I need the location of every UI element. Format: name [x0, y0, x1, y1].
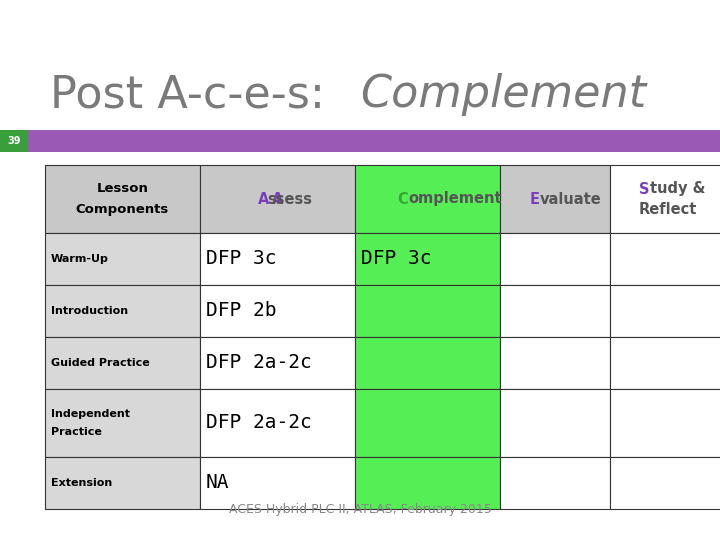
Text: E: E [530, 192, 540, 206]
Text: S: S [639, 181, 650, 197]
Text: 39: 39 [7, 136, 21, 146]
Bar [610, 457, 720, 509]
Text: Reflect: Reflect [639, 201, 697, 217]
Text: Extension: Extension [51, 478, 112, 488]
Text: tudy &: tudy & [649, 181, 705, 197]
Bar [355, 165, 500, 233]
Text: A: A [258, 192, 269, 206]
Text: Components: Components [76, 202, 169, 215]
Text: Lesson: Lesson [96, 183, 148, 195]
Bar [500, 165, 610, 233]
Bar [0, 130, 28, 152]
Text: Warm-Up: Warm-Up [51, 254, 109, 264]
Text: DFP 2a-2c: DFP 2a-2c [206, 354, 312, 373]
Text: valuate: valuate [540, 192, 602, 206]
Bar [200, 165, 355, 233]
Text: Independent: Independent [51, 409, 130, 419]
Bar [200, 285, 355, 337]
Text: Introduction: Introduction [51, 306, 128, 316]
Text: omplement: omplement [408, 192, 502, 206]
Bar [610, 285, 720, 337]
Text: Post A-c-e-s:: Post A-c-e-s: [50, 73, 339, 117]
Bar [355, 233, 500, 285]
Bar [500, 285, 610, 337]
Bar [45, 233, 200, 285]
Bar [355, 457, 500, 509]
Text: DFP 2b: DFP 2b [206, 301, 276, 321]
Bar [500, 233, 610, 285]
Bar [200, 389, 355, 457]
Text: NA: NA [206, 474, 230, 492]
Text: ACES Hybrid PLC II, ATLAS, February 2015: ACES Hybrid PLC II, ATLAS, February 2015 [229, 503, 491, 516]
Bar [500, 457, 610, 509]
Bar [45, 165, 200, 233]
Bar [200, 233, 355, 285]
Bar [355, 337, 500, 389]
Bar [500, 337, 610, 389]
Text: ssess: ssess [268, 192, 312, 206]
Bar [610, 165, 720, 233]
Text: C: C [397, 192, 408, 206]
Bar [200, 337, 355, 389]
Bar [28, 130, 720, 152]
Bar [610, 233, 720, 285]
Text: A: A [272, 192, 283, 206]
Bar [500, 389, 610, 457]
Text: Practice: Practice [51, 427, 102, 437]
Text: Guided Practice: Guided Practice [51, 358, 150, 368]
Bar [200, 457, 355, 509]
Bar [45, 389, 200, 457]
Bar [45, 337, 200, 389]
Text: DFP 3c: DFP 3c [206, 249, 276, 268]
Bar [355, 285, 500, 337]
Bar [45, 457, 200, 509]
Bar [610, 337, 720, 389]
Bar [355, 389, 500, 457]
Text: DFP 2a-2c: DFP 2a-2c [206, 414, 312, 433]
Text: Complement: Complement [360, 73, 647, 117]
Bar [610, 389, 720, 457]
Bar [45, 285, 200, 337]
Text: DFP 3c: DFP 3c [361, 249, 431, 268]
